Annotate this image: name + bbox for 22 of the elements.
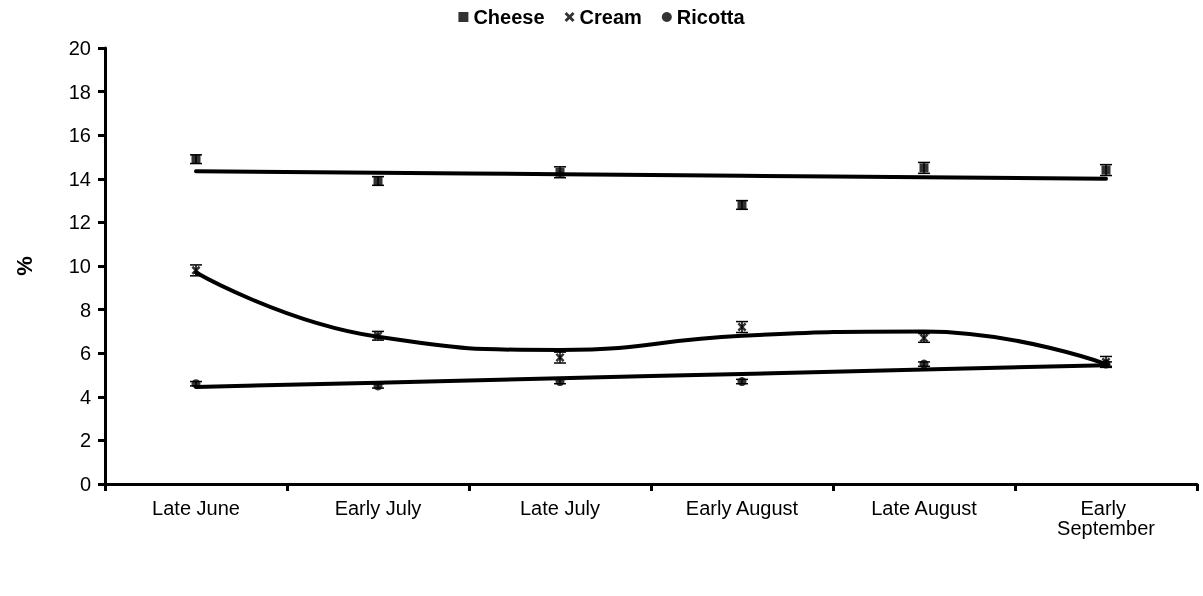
- y-tick-label: 10: [68, 255, 91, 277]
- x-tick-label: Late July: [519, 497, 601, 519]
- line-series: [194, 169, 1108, 181]
- y-tick-label: 20: [68, 37, 91, 59]
- y-tick-label: 18: [68, 80, 91, 103]
- y-tick-label: 12: [68, 211, 91, 234]
- legend-label: Cream: [579, 6, 642, 28]
- y-tick-label: 0: [79, 473, 91, 495]
- y-tick-label: 4: [79, 385, 91, 408]
- legend-label: Cheese: [473, 6, 545, 28]
- x-tick-label: Late August: [871, 497, 978, 519]
- x-tick-label: Early July: [334, 497, 422, 519]
- y-tick-label: 16: [68, 124, 91, 147]
- x-tick-label: Early August: [685, 497, 799, 519]
- y-tick-label: 8: [79, 298, 91, 321]
- y-tick-label: 2: [79, 429, 91, 452]
- x-tick-label: Late June: [152, 497, 240, 519]
- y-axis-title: %: [11, 256, 37, 276]
- x-tick-label: Early September: [1057, 497, 1156, 539]
- y-tick-label: 6: [79, 342, 91, 365]
- y-tick-label: 14: [68, 167, 91, 190]
- legend-label: Ricotta: [676, 6, 746, 28]
